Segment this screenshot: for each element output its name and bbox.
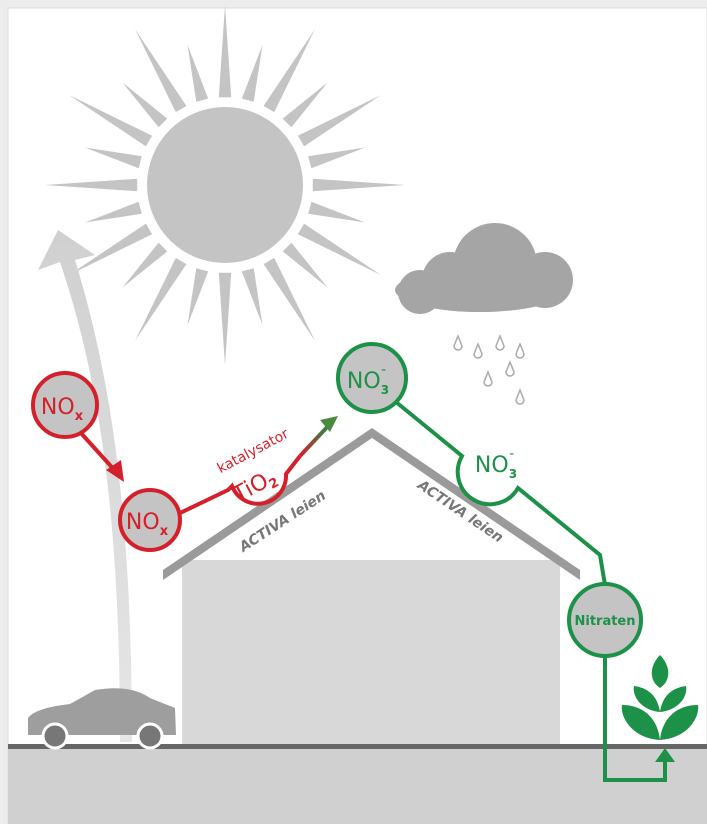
node: NOx [33,373,97,437]
node-label: NO [347,369,381,394]
node-sup: - [509,446,514,462]
house-wall [182,560,560,745]
ground-line [8,744,707,749]
node-label: NO [41,395,75,420]
node-sub: x [160,524,169,539]
node-label: NO [475,453,509,478]
node: NO3 - [338,344,406,412]
node-sup: - [381,362,386,378]
node-label: Nitraten [574,614,635,629]
node-sub: 3 [381,383,389,397]
ground [8,745,707,824]
diagram: NOx NOx katalysator TiO2 NO3- NO3- Nitra… [0,0,707,824]
node: NOx [120,490,180,550]
node-sub: 3 [509,467,517,481]
node-label: NO [126,510,160,535]
node: Nitraten [569,584,641,656]
node-sub: x [75,409,84,424]
